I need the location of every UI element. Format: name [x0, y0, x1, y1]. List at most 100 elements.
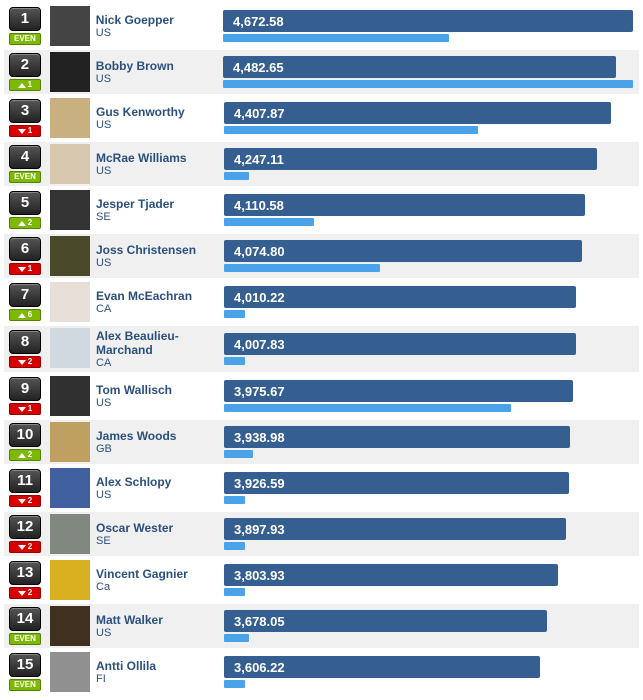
athlete-avatar[interactable] — [50, 422, 90, 462]
score-value: 4,007.83 — [224, 337, 285, 352]
rank-number: 4 — [9, 145, 41, 169]
rank-move-badge: 6 — [9, 309, 41, 321]
leaderboard-row: 61Joss ChristensenUS4,074.80 — [4, 234, 639, 278]
athlete-country-link[interactable]: US — [96, 489, 222, 502]
athlete-name-link[interactable]: Gus Kenworthy — [96, 105, 222, 119]
rank-column: 82 — [4, 326, 46, 372]
athlete-country-link[interactable]: Ca — [96, 581, 222, 594]
athlete-avatar[interactable] — [50, 560, 90, 600]
rank-column: 61 — [4, 234, 46, 278]
athlete-country-link[interactable]: US — [96, 627, 222, 640]
arrow-up-icon — [18, 453, 26, 458]
athlete-avatar[interactable] — [50, 52, 90, 92]
athlete-avatar[interactable] — [50, 652, 90, 692]
score-value: 4,010.22 — [224, 290, 285, 305]
score-value: 4,407.87 — [224, 106, 285, 121]
score-bar-secondary — [224, 588, 245, 596]
rank-move-value: 1 — [28, 79, 32, 91]
athlete-country-link[interactable]: CA — [96, 357, 222, 370]
athlete-name-link[interactable]: Matt Walker — [96, 613, 222, 627]
rank-move-value: 1 — [28, 263, 32, 275]
score-bar-primary: 4,482.65 — [223, 56, 616, 78]
leaderboard-row: 4 EVEN McRae WilliamsUS4,247.11 — [4, 142, 639, 186]
rank-number: 3 — [9, 99, 41, 123]
score-bar-secondary — [224, 680, 245, 688]
athlete-name-link[interactable]: Joss Christensen — [96, 243, 222, 257]
athlete-avatar[interactable] — [50, 328, 90, 368]
score-value: 4,247.11 — [224, 152, 284, 167]
athlete-country-link[interactable]: SE — [96, 211, 222, 224]
score-bars: 4,007.83 — [224, 326, 639, 372]
athlete-name-link[interactable]: Alex Schlopy — [96, 475, 222, 489]
athlete-name-link[interactable]: Alex Beaulieu-Marchand — [96, 329, 222, 357]
score-value: 3,606.22 — [224, 660, 285, 675]
score-bar-primary: 3,803.93 — [224, 564, 558, 586]
athlete-country-link[interactable]: SE — [96, 535, 222, 548]
athlete-name-link[interactable]: Jesper Tjader — [96, 197, 222, 211]
athlete-name-link[interactable]: Tom Wallisch — [96, 383, 222, 397]
rank-move-value: 2 — [28, 356, 32, 368]
athlete-country-link[interactable]: FI — [96, 673, 222, 686]
rank-column: 52 — [4, 188, 46, 232]
score-value: 4,110.58 — [224, 198, 284, 213]
arrow-down-icon — [18, 545, 26, 550]
athlete-country-link[interactable]: US — [96, 119, 222, 132]
name-column: McRae WilliamsUS — [94, 142, 224, 186]
athlete-name-link[interactable]: Evan McEachran — [96, 289, 222, 303]
athlete-avatar[interactable] — [50, 190, 90, 230]
name-column: James WoodsGB — [94, 420, 224, 464]
athlete-avatar[interactable] — [50, 376, 90, 416]
score-bar-primary: 4,007.83 — [224, 333, 576, 355]
rank-column: 76 — [4, 280, 46, 324]
score-bar-primary: 4,010.22 — [224, 286, 576, 308]
athlete-country-link[interactable]: US — [96, 397, 222, 410]
score-bar-primary: 3,975.67 — [224, 380, 573, 402]
score-bars: 4,407.87 — [224, 96, 639, 140]
rank-move-badge: EVEN — [9, 679, 41, 691]
athlete-name-link[interactable]: James Woods — [96, 429, 222, 443]
score-bar-secondary — [224, 264, 380, 272]
score-bar-secondary — [224, 357, 245, 365]
athlete-country-link[interactable]: US — [96, 73, 221, 86]
athlete-avatar[interactable] — [50, 514, 90, 554]
athlete-avatar[interactable] — [50, 6, 90, 46]
athlete-name-link[interactable]: Oscar Wester — [96, 521, 222, 535]
score-bar-secondary — [223, 34, 449, 42]
athlete-name-link[interactable]: Vincent Gagnier — [96, 567, 222, 581]
athlete-country-link[interactable]: US — [96, 257, 222, 270]
athlete-avatar[interactable] — [50, 98, 90, 138]
rank-move-value: 1 — [28, 403, 32, 415]
score-bar-primary: 3,606.22 — [224, 656, 540, 678]
rank-number: 9 — [9, 377, 41, 401]
athlete-country-link[interactable]: US — [96, 165, 222, 178]
score-value: 3,926.59 — [224, 476, 285, 491]
leaderboard-row: 76 Evan McEachranCA4,010.22 — [4, 280, 639, 324]
athlete-avatar[interactable] — [50, 468, 90, 508]
rank-move-badge: 2 — [9, 356, 41, 368]
score-bar-primary: 4,247.11 — [224, 148, 597, 170]
leaderboard-row: 122Oscar WesterSE3,897.93 — [4, 512, 639, 556]
score-bar-primary: 3,897.93 — [224, 518, 566, 540]
athlete-name-link[interactable]: Bobby Brown — [96, 59, 221, 73]
athlete-country-link[interactable]: CA — [96, 303, 222, 316]
name-column: Alex Beaulieu-MarchandCA — [94, 326, 224, 372]
score-bar-secondary — [224, 310, 245, 318]
score-bar-secondary — [224, 450, 253, 458]
athlete-avatar[interactable] — [50, 236, 90, 276]
arrow-down-icon — [18, 499, 26, 504]
athlete-avatar[interactable] — [50, 606, 90, 646]
name-column: Joss ChristensenUS — [94, 234, 224, 278]
leaderboard: 1EVENNick GoepperUS4,672.5821Bobby Brown… — [4, 4, 639, 694]
rank-move-badge: 1 — [9, 125, 41, 137]
athlete-avatar[interactable] — [50, 282, 90, 322]
athlete-country-link[interactable]: US — [96, 27, 221, 40]
score-value: 3,803.93 — [224, 568, 285, 583]
athlete-name-link[interactable]: Nick Goepper — [96, 13, 221, 27]
athlete-name-link[interactable]: McRae Williams — [96, 151, 222, 165]
athlete-name-link[interactable]: Antti Ollila — [96, 659, 222, 673]
rank-move-badge: EVEN — [9, 171, 41, 183]
athlete-avatar[interactable] — [50, 144, 90, 184]
score-bars: 4,010.22 — [224, 280, 639, 324]
score-bar-secondary — [224, 404, 511, 412]
athlete-country-link[interactable]: GB — [96, 443, 222, 456]
